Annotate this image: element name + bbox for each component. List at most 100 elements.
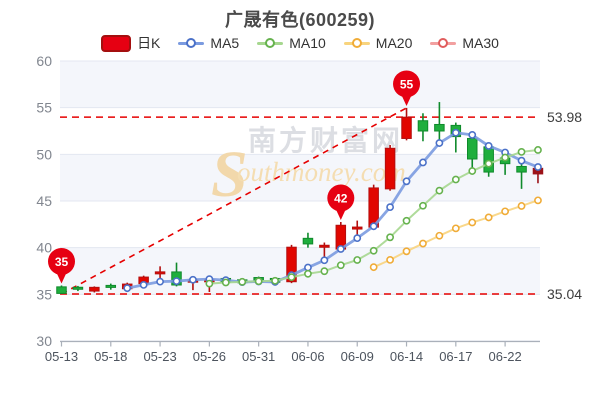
y-axis-tick-label: 40 (36, 240, 52, 256)
legend-item-MA30[interactable]: MA30 (430, 35, 499, 51)
legend-ring-icon (351, 38, 362, 48)
legend-line-marker (430, 38, 457, 48)
y-axis-tick-label: 60 (36, 53, 52, 69)
ma10-marker (336, 261, 345, 270)
ma5-marker (369, 222, 378, 231)
plot-area: 05-13 05-18 05-23 05-26 05-31 06-06 06-09 06-14… (45, 70, 582, 364)
legend: 日K MA5 MA10 MA20 MA30 (0, 33, 600, 53)
legend-label: 日K (137, 35, 161, 51)
candle-05-13 (56, 285, 67, 294)
ma20-marker (451, 224, 460, 233)
annotation-badge-label: 55 (400, 77, 414, 91)
candle-05-18 (105, 283, 117, 290)
ref-line-label: 53.98 (547, 109, 582, 125)
plot-band (60, 294, 540, 341)
ma20-marker (369, 263, 378, 272)
ma10-marker (517, 148, 526, 156)
candle-05-17 (89, 286, 100, 293)
ma20-marker (402, 247, 411, 256)
candle-06-07 (319, 242, 330, 257)
ma5-marker (419, 158, 427, 167)
ma5-marker (353, 234, 362, 243)
ma5-marker (336, 245, 345, 253)
x-axis-tick-label: 06-14 (390, 349, 423, 364)
legend-candle-swatch (101, 34, 132, 52)
watermark-chinese: 南方财富网 (248, 124, 403, 156)
ma10-marker (402, 216, 411, 225)
x-axis-tick-label: 06-22 (488, 349, 521, 364)
ma5-marker (123, 284, 132, 293)
ma20-marker (517, 202, 526, 210)
legend-item-MA20[interactable]: MA20 (343, 35, 413, 51)
ma20-marker (419, 239, 427, 248)
watermark-english: outhmoney.com (237, 157, 406, 187)
ma5-marker (517, 156, 526, 165)
ma5-marker (435, 139, 444, 147)
ma10-marker (287, 273, 296, 282)
ma20-line (369, 196, 542, 272)
ma20-marker (534, 196, 542, 205)
ma5-line (123, 128, 542, 293)
ma5-marker (156, 277, 164, 286)
x-axis-tick-label: 05-26 (193, 349, 226, 364)
candle-06-06 (302, 232, 314, 248)
annotation-badge-42: 42 (327, 184, 355, 220)
ma5-marker (139, 281, 148, 289)
ma5-marker (189, 275, 197, 284)
y-axis-tick-label: 50 (36, 146, 52, 162)
legend-label: MA20 (375, 35, 413, 51)
legend-ring-icon (186, 38, 197, 48)
legend-item-MA5[interactable]: MA5 (178, 35, 239, 51)
legend-ring-icon (438, 38, 449, 48)
x-axis-tick-label: 05-31 (242, 349, 275, 364)
legend-line-marker (178, 38, 205, 48)
ma10-marker (484, 159, 493, 168)
ma5-marker (451, 128, 460, 137)
x-axis-tick-label: 06-09 (341, 349, 374, 364)
ma5-marker (172, 277, 181, 286)
legend-item-MA10[interactable]: MA10 (257, 35, 326, 51)
candle-06-13 (384, 145, 396, 191)
candle-05-16 (72, 285, 84, 292)
ma20-marker (435, 231, 444, 240)
legend-ring-icon (265, 38, 276, 48)
candle-06-16 (434, 102, 445, 142)
ma5-marker (402, 177, 411, 186)
ma20-marker (386, 255, 394, 264)
ma10-marker (205, 279, 214, 288)
ma20-marker (468, 218, 477, 227)
legend-line-marker (257, 38, 284, 48)
ma10-marker (534, 146, 542, 154)
candle-06-15 (417, 113, 429, 142)
x-axis-tick-label: 06-06 (291, 349, 324, 364)
x-axis-tick-label: 05-18 (94, 349, 127, 364)
legend-item-日K[interactable]: 日K (101, 33, 160, 53)
ma5-marker (304, 263, 312, 272)
ma10-marker (254, 277, 263, 286)
ma10-marker (353, 256, 362, 264)
watermark: S 南方财富网 outhmoney.com (211, 124, 406, 211)
ma10-marker (221, 278, 230, 287)
ma10-marker (320, 267, 329, 276)
annotation-badge-55: 55 (393, 70, 421, 106)
y-axis-tick-label: 35 (36, 286, 52, 302)
ma10-marker (451, 175, 460, 184)
ma10-marker (435, 186, 444, 195)
legend-label: MA10 (289, 35, 326, 51)
ma10-marker (386, 233, 394, 242)
ma20-marker (484, 213, 493, 222)
ma10-marker (501, 153, 510, 162)
ma20-marker (501, 207, 510, 216)
x-axis-tick-label: 06-17 (439, 349, 472, 364)
watermark-initial: S (211, 138, 248, 211)
annotation-badge-35: 35 (48, 247, 75, 284)
annotation-badge-label: 35 (55, 255, 69, 269)
ma5-marker (534, 163, 542, 171)
x-axis-tick-label: 05-23 (143, 349, 176, 364)
legend-line-marker (343, 38, 370, 48)
ma10-marker (419, 201, 427, 210)
ref-line-label: 35.04 (547, 286, 582, 302)
